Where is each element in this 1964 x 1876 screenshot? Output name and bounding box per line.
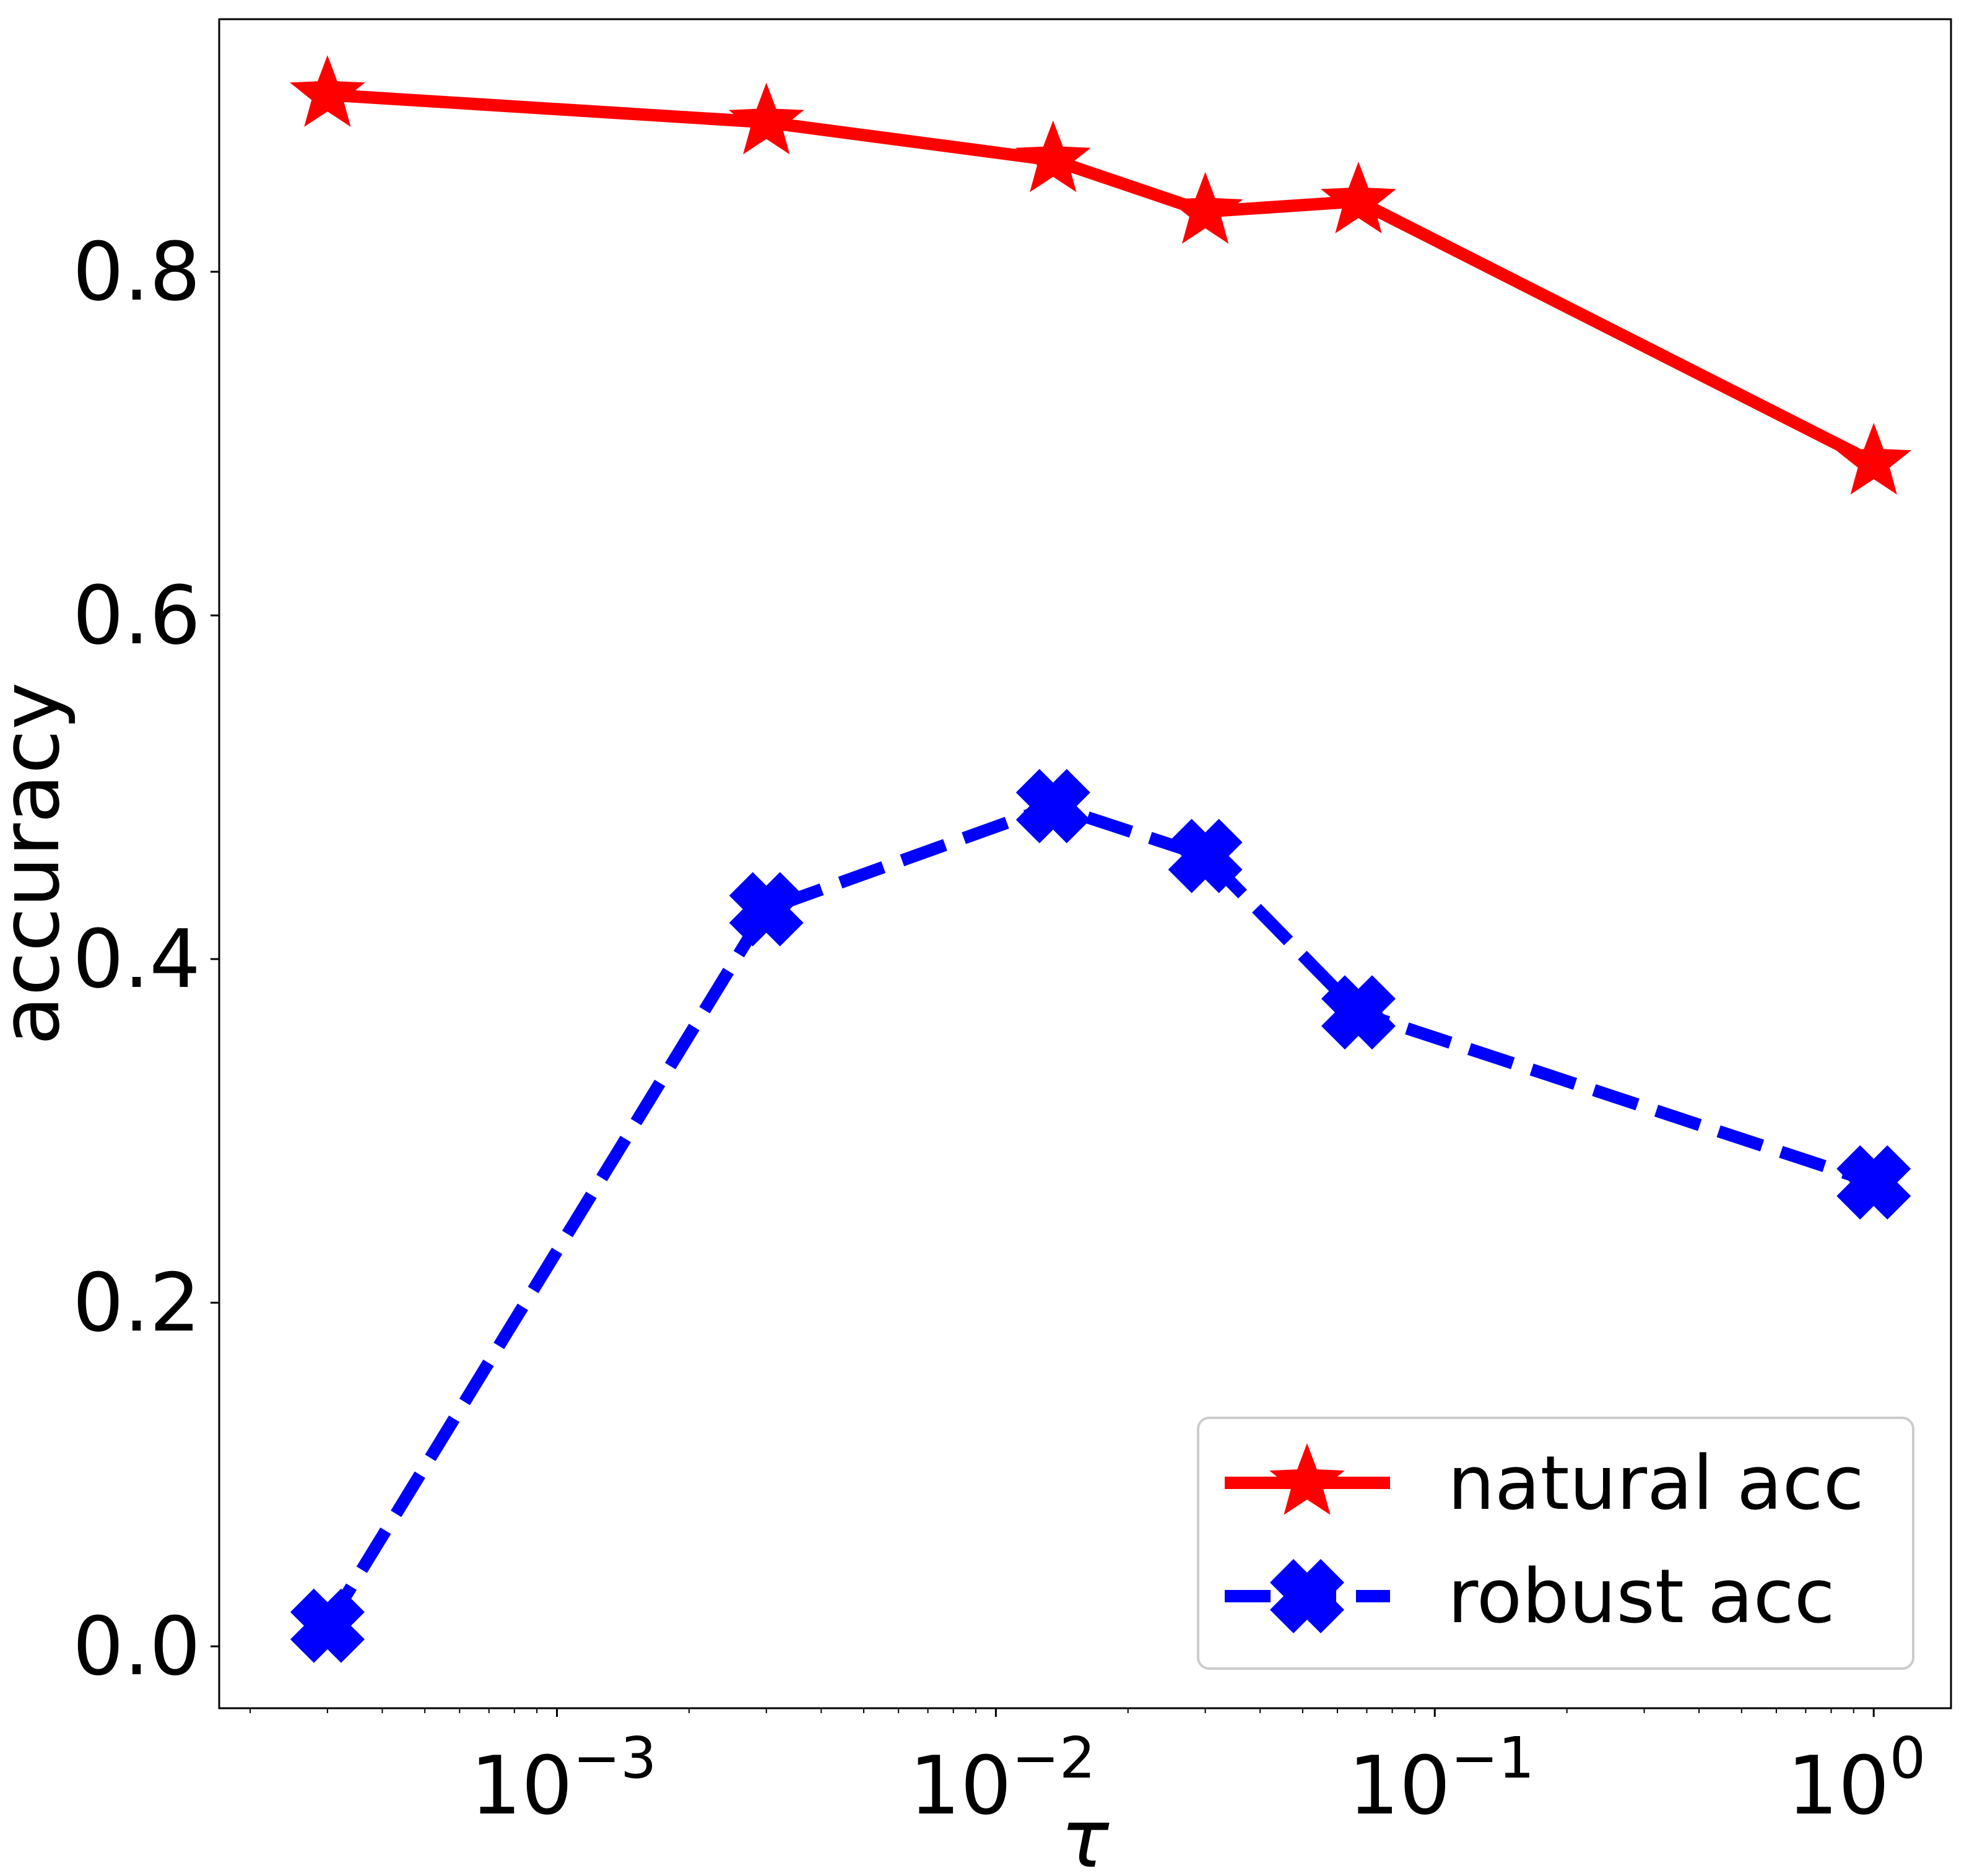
data-point [1836, 1145, 1911, 1220]
data-point [1836, 423, 1911, 495]
plot-frame [218, 18, 1952, 1709]
data-point [729, 872, 804, 947]
legend-label-natural: natural acc [1448, 1441, 1864, 1527]
data-point [1167, 172, 1243, 244]
y-tick-label: 0.2 [72, 1256, 201, 1350]
y-tick-label: 0.4 [72, 912, 201, 1006]
legend-label-robust: robust acc [1448, 1554, 1835, 1640]
legend: natural acc robust acc [1197, 1417, 1914, 1670]
legend-marker-robust [1270, 1559, 1344, 1633]
y-axis-title: accuracy [0, 682, 77, 1046]
data-point [1015, 120, 1091, 193]
series-line-0 [327, 89, 1877, 468]
data-point [1321, 975, 1396, 1050]
y-tick-label: 0.8 [72, 225, 201, 319]
data-point [728, 82, 804, 155]
data-point [1321, 162, 1396, 233]
series-layer [290, 55, 1911, 1663]
x-axis-title: τ [1061, 1792, 1110, 1876]
y-tick-label: 0.0 [72, 1599, 201, 1693]
data-point [1015, 769, 1090, 843]
data-point [290, 1588, 365, 1663]
series-line-1 [322, 800, 1876, 1630]
y-tick-label: 0.6 [72, 568, 201, 662]
data-point [1168, 819, 1243, 893]
data-point [290, 55, 365, 127]
legend-marker-natural [1269, 1443, 1345, 1515]
